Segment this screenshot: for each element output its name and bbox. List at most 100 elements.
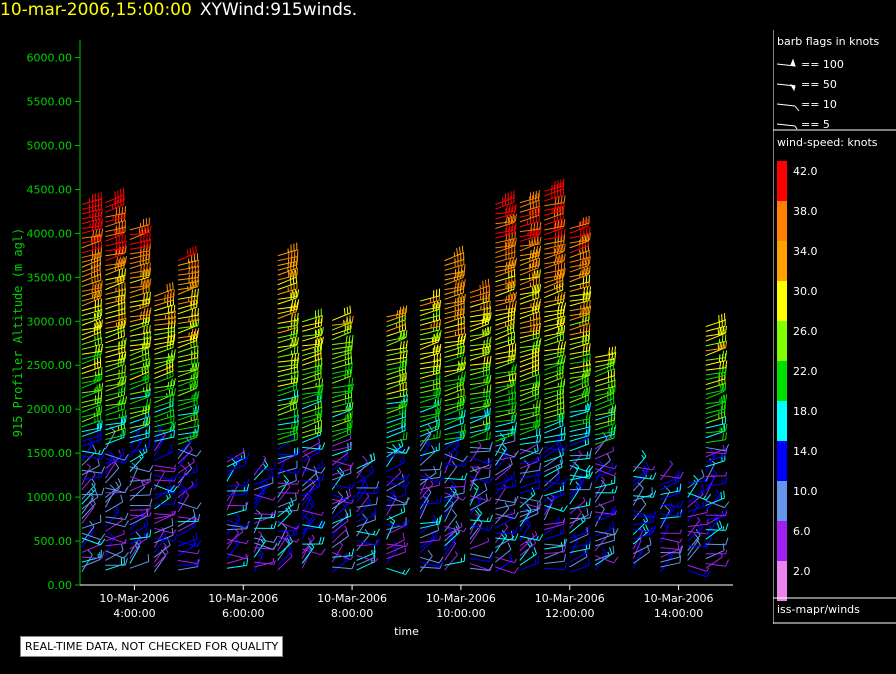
barb-feather <box>124 240 127 249</box>
barb-feather <box>486 398 489 407</box>
wind-barb <box>154 378 176 389</box>
wind-barb <box>253 469 274 486</box>
barb-feather <box>173 349 176 357</box>
barb-half-feather <box>581 378 584 384</box>
wind-barb <box>495 495 519 504</box>
barb-feather <box>101 228 104 236</box>
barb-feather <box>294 289 297 298</box>
barb-shaft <box>544 543 565 547</box>
wind-barb <box>356 555 379 562</box>
barb-shaft <box>154 405 174 413</box>
barb-feather <box>101 218 104 226</box>
wind-barb <box>544 291 566 303</box>
wind-barb <box>469 554 494 562</box>
wind-barb <box>495 502 510 524</box>
wind-barb <box>569 343 591 355</box>
wind-barb <box>302 520 326 529</box>
wind-barb <box>419 389 440 404</box>
wind-barb <box>177 491 190 513</box>
barb-shaft <box>495 419 516 423</box>
wind-barb <box>153 430 166 452</box>
wind-barb <box>331 422 352 437</box>
barb-shaft <box>419 319 440 326</box>
wind-barb <box>495 566 519 574</box>
barb-feather <box>197 308 200 316</box>
barb-shaft <box>154 340 175 346</box>
barb-shaft <box>519 381 540 387</box>
barb-feather <box>93 254 96 262</box>
barb-half-feather <box>485 478 489 483</box>
barb-feather <box>87 549 93 556</box>
barb-shaft <box>301 518 316 535</box>
barb-feather <box>123 430 125 438</box>
barb-feather <box>296 414 299 422</box>
wind-barb <box>444 453 469 462</box>
barb-half-feather <box>194 560 197 565</box>
barb-feather <box>293 390 296 398</box>
barb-shaft <box>302 352 322 361</box>
barb-shaft <box>177 431 198 436</box>
wind-barb <box>495 556 518 564</box>
barb-shaft <box>302 349 322 357</box>
barb-half-feather <box>149 505 152 510</box>
barb-feather <box>438 556 444 564</box>
wind-barb <box>544 444 568 452</box>
wind-barb <box>105 187 125 204</box>
wind-barb <box>332 561 356 570</box>
barb-feather <box>194 419 196 427</box>
barb-shaft <box>444 285 465 291</box>
barb-half-feather <box>500 437 505 442</box>
barb-half-feather <box>393 494 397 499</box>
barb-feather <box>405 568 411 575</box>
barb-feather <box>124 317 127 326</box>
barb-shaft <box>444 416 464 426</box>
barb-feather <box>392 444 398 451</box>
wind-barb <box>469 537 490 550</box>
barb-shaft <box>105 264 125 271</box>
barb-feather <box>484 482 488 491</box>
barb-shaft <box>569 421 590 428</box>
barb-feather <box>90 236 93 245</box>
barb-feather <box>348 488 351 497</box>
wind-barb <box>386 468 402 487</box>
barb-half-feather <box>398 468 402 473</box>
wind-profile <box>494 190 519 574</box>
barb-shaft <box>302 392 322 400</box>
barb-feather <box>489 384 492 392</box>
barb-feather <box>560 254 563 262</box>
barb-feather <box>197 288 199 296</box>
barb-shaft <box>302 426 322 434</box>
barb-feather <box>463 429 467 438</box>
barb-shaft <box>154 317 175 321</box>
wind-profile <box>104 187 129 571</box>
barb-feather <box>514 412 517 420</box>
barb-shaft <box>495 466 512 481</box>
wind-barb <box>332 548 355 558</box>
barb-half-feather <box>373 489 376 494</box>
barb-shaft <box>544 298 565 303</box>
barb-feather <box>507 542 512 550</box>
barb-half-feather <box>460 462 464 467</box>
barb-shaft <box>569 443 589 452</box>
wind-barb <box>544 426 566 439</box>
barb-feather <box>260 481 266 488</box>
barb-shaft <box>519 513 531 532</box>
wind-barb <box>420 495 443 505</box>
wind-barb <box>419 556 444 564</box>
barb-feather <box>483 356 486 364</box>
barb-feather <box>539 298 542 307</box>
wind-barb <box>386 423 406 439</box>
wind-barb <box>495 457 513 476</box>
barb-half-feather <box>98 454 101 459</box>
barb-feather <box>97 458 100 466</box>
barb-feather <box>124 558 128 566</box>
wind-barb <box>177 313 200 324</box>
barb-shaft <box>129 381 149 390</box>
barb-feather <box>427 424 433 431</box>
barb-shaft <box>105 422 126 426</box>
barb-shaft <box>569 342 589 350</box>
barb-shaft <box>444 342 465 349</box>
barb-feather <box>375 528 380 536</box>
barb-feather <box>296 394 299 403</box>
barb-shaft <box>444 378 465 382</box>
